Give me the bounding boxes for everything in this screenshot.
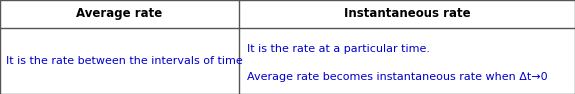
Text: Average rate: Average rate [76, 7, 163, 20]
Text: Average rate becomes instantaneous rate when Δt→0: Average rate becomes instantaneous rate … [247, 72, 548, 82]
Text: It is the rate between the intervals of time: It is the rate between the intervals of … [6, 56, 243, 66]
Text: It is the rate at a particular time.: It is the rate at a particular time. [247, 44, 430, 54]
Text: Instantaneous rate: Instantaneous rate [343, 7, 470, 20]
